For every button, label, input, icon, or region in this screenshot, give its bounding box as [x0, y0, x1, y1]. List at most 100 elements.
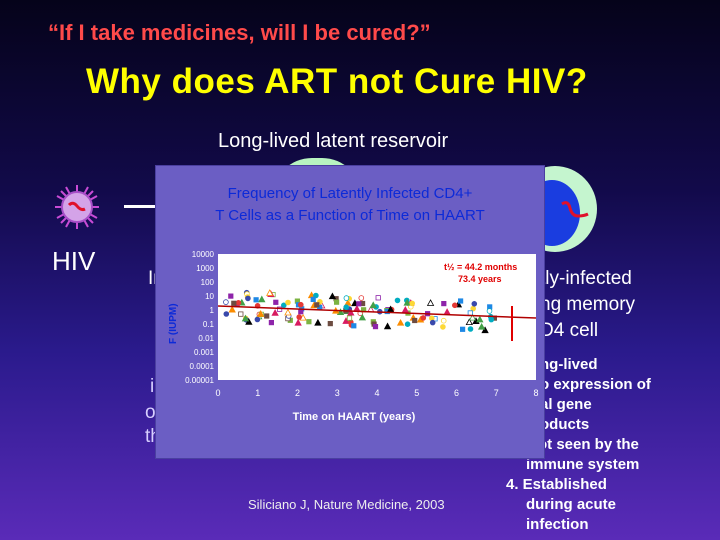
data-point — [268, 319, 274, 326]
latent-reservoir-chart: Frequency of Latently Infected CD4+ T Ce… — [168, 185, 539, 423]
annotation-line-1: t½ = 44.2 months — [444, 262, 517, 272]
data-point — [383, 322, 392, 330]
plot-area — [218, 254, 536, 380]
data-point — [440, 317, 447, 324]
data-point — [409, 300, 416, 307]
data-point — [471, 301, 478, 307]
x-tick-label: 1 — [255, 388, 260, 398]
data-point — [314, 302, 320, 308]
data-point — [369, 301, 377, 309]
data-point — [254, 316, 261, 323]
data-point — [394, 297, 401, 304]
data-point — [223, 311, 230, 317]
property-item-4: oducts — [540, 416, 590, 433]
hiv-virus-icon — [55, 185, 99, 229]
data-point — [440, 324, 446, 330]
data-point — [420, 315, 427, 321]
trend-line — [217, 305, 537, 319]
cell-label-line-1: tly-infected — [540, 268, 632, 289]
integrated-virus-icon — [561, 201, 589, 218]
data-point — [298, 309, 304, 315]
cell-label-line-2: ng memory — [540, 294, 636, 315]
data-point — [314, 318, 322, 326]
data-point — [271, 309, 279, 316]
chart-title-line-1: Frequency of Latently Infected CD4+ — [228, 185, 473, 202]
data-point — [342, 317, 350, 324]
x-tick-label: 5 — [414, 388, 419, 398]
data-point — [223, 299, 229, 305]
data-point — [333, 299, 340, 305]
y-tick-label: 0.0001 — [190, 362, 215, 371]
data-point — [375, 295, 381, 301]
data-point — [426, 299, 435, 306]
data-point — [467, 310, 473, 316]
data-point — [343, 295, 350, 301]
data-point — [277, 306, 283, 312]
property-item-5: ot seen by the — [538, 436, 639, 453]
data-point — [296, 314, 303, 320]
question-heading: “If I take medicines, will I be cured?” — [48, 20, 431, 45]
data-point — [245, 295, 251, 302]
data-point — [477, 322, 486, 330]
data-point — [396, 318, 405, 326]
property-item-1: ng-lived — [540, 356, 598, 373]
data-point — [372, 323, 379, 330]
data-point — [238, 311, 244, 317]
data-point — [486, 308, 493, 314]
property-item-8: during acute — [526, 496, 617, 513]
data-point — [481, 326, 489, 334]
behind-text-3: o — [145, 402, 156, 423]
y-tick-label: 1 — [210, 306, 215, 315]
data-point — [358, 313, 367, 321]
data-point — [327, 320, 333, 327]
hiv-label: HIV — [52, 246, 96, 276]
data-point — [285, 299, 291, 306]
data-point — [284, 308, 292, 316]
data-point — [313, 292, 319, 299]
y-tick-label: 0.1 — [203, 320, 215, 329]
slide-subtitle: Long-lived latent reservoir — [218, 130, 449, 152]
data-point — [310, 296, 316, 302]
data-point — [306, 319, 312, 325]
data-point — [235, 300, 242, 306]
chart-panel: Frequency of Latently Infected CD4+ T Ce… — [156, 166, 544, 458]
x-tick-label: 2 — [295, 388, 300, 398]
x-tick-label: 8 — [533, 388, 538, 398]
data-point — [465, 318, 473, 326]
chart-title-line-2: T Cells as a Function of Time on HAART — [215, 207, 485, 224]
data-point — [358, 295, 365, 301]
y-tick-label: 10 — [205, 292, 214, 301]
data-point — [457, 298, 464, 304]
property-item-3: al gene — [540, 396, 592, 413]
ylabel: F (IUPM) — [168, 303, 179, 344]
data-point — [241, 314, 250, 322]
data-point — [228, 293, 234, 299]
data-point — [451, 302, 458, 309]
data-point — [429, 319, 436, 326]
y-tick-label: 0.001 — [194, 348, 215, 357]
data-point — [488, 316, 495, 323]
data-point — [412, 317, 418, 324]
y-tick-label: 0.00001 — [185, 376, 214, 385]
data-point — [228, 305, 236, 313]
data-point — [298, 301, 304, 308]
y-tick-label: 100 — [201, 278, 215, 287]
property-item-6: immune system — [526, 456, 640, 473]
data-point — [245, 318, 253, 325]
x-tick-label: 3 — [335, 388, 340, 398]
data-point — [281, 302, 287, 309]
data-point — [401, 305, 410, 313]
x-tick-label: 4 — [374, 388, 379, 398]
property-item-7: 4. Established — [506, 476, 607, 493]
y-tick-label: 1000 — [196, 264, 214, 273]
infection-arrow — [124, 205, 164, 208]
data-point — [266, 289, 274, 296]
data-point — [347, 308, 355, 316]
data-point — [231, 300, 237, 306]
data-point — [258, 295, 266, 303]
annotation-line-2: 73.4 years — [458, 274, 502, 284]
data-point — [253, 297, 259, 303]
x-tick-label: 0 — [215, 388, 220, 398]
data-point — [264, 313, 270, 319]
x-tick-label: 7 — [494, 388, 499, 398]
